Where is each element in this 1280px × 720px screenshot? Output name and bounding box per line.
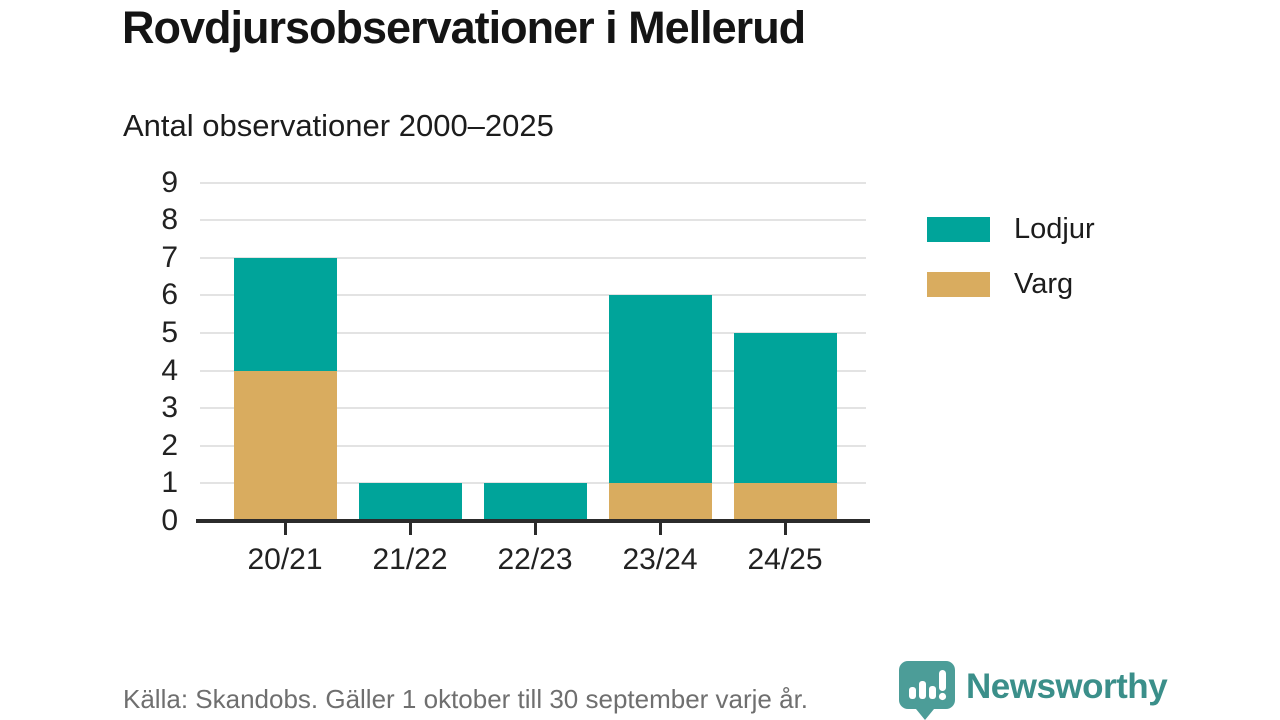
bar-segment-lodjur: [733, 333, 837, 484]
x-axis-tick: [783, 521, 787, 535]
x-axis-tick-label: 21/22: [372, 543, 448, 576]
chart-legend: Lodjur Varg: [927, 213, 1095, 301]
newsworthy-brand: Newsworthy: [898, 660, 1168, 720]
chart-speech-bubble-icon: [899, 661, 955, 720]
gridline: [200, 294, 866, 297]
brand-name: Newsworthy: [966, 667, 1168, 706]
x-axis-tick: [408, 521, 412, 535]
legend-swatch-varg: [927, 272, 990, 297]
bar-segment-lodjur: [608, 295, 712, 484]
y-axis-tick-label: 5: [161, 316, 178, 349]
bar-segment-lodjur: [233, 257, 337, 371]
x-axis-tick: [658, 521, 662, 535]
y-axis-tick-label: 2: [161, 428, 178, 462]
bar-segment-varg: [733, 483, 837, 521]
legend-item-lodjur: Lodjur: [927, 213, 1095, 246]
bar-segment-lodjur: [358, 483, 462, 521]
y-axis-tick-label: 7: [161, 240, 178, 274]
gridline: [200, 332, 866, 334]
y-axis-tick-label: 6: [161, 278, 178, 312]
gridline: [200, 407, 866, 410]
gridline: [200, 181, 866, 184]
gridline: [200, 444, 866, 447]
x-axis-tick-label: 24/25: [747, 543, 823, 576]
gridline: [200, 219, 866, 222]
x-axis-tick: [283, 521, 287, 535]
gridline: [200, 369, 866, 372]
page-title: Rovdjursobservationer i Mellerud: [122, 2, 806, 53]
y-axis-tick-label: 9: [161, 165, 178, 199]
source-note: Källa: Skandobs. Gäller 1 oktober till 3…: [123, 684, 809, 714]
legend-item-varg: Varg: [927, 268, 1095, 301]
x-axis-line: [196, 519, 870, 523]
legend-label: Lodjur: [1014, 213, 1095, 245]
bar-segment-varg: [608, 483, 712, 521]
legend-label: Varg: [1014, 268, 1074, 300]
x-axis-tick-label: 22/23: [497, 543, 573, 576]
x-axis-tick-label: 23/24: [622, 543, 698, 576]
y-axis-tick-label: 4: [161, 353, 178, 387]
x-axis-tick-label: 20/21: [247, 543, 323, 576]
bar-segment-lodjur: [483, 483, 587, 521]
chart-subtitle: Antal observationer 2000–2025: [123, 108, 554, 143]
gridline: [200, 256, 866, 259]
y-axis-tick-label: 8: [161, 203, 178, 237]
y-axis-tick-label: 3: [161, 391, 178, 425]
legend-swatch-lodjur: [927, 217, 990, 242]
bar-segment-varg: [233, 370, 337, 521]
y-axis-tick-label: 0: [161, 504, 178, 537]
y-axis-tick-label: 1: [161, 466, 178, 500]
x-axis-tick: [533, 521, 537, 535]
